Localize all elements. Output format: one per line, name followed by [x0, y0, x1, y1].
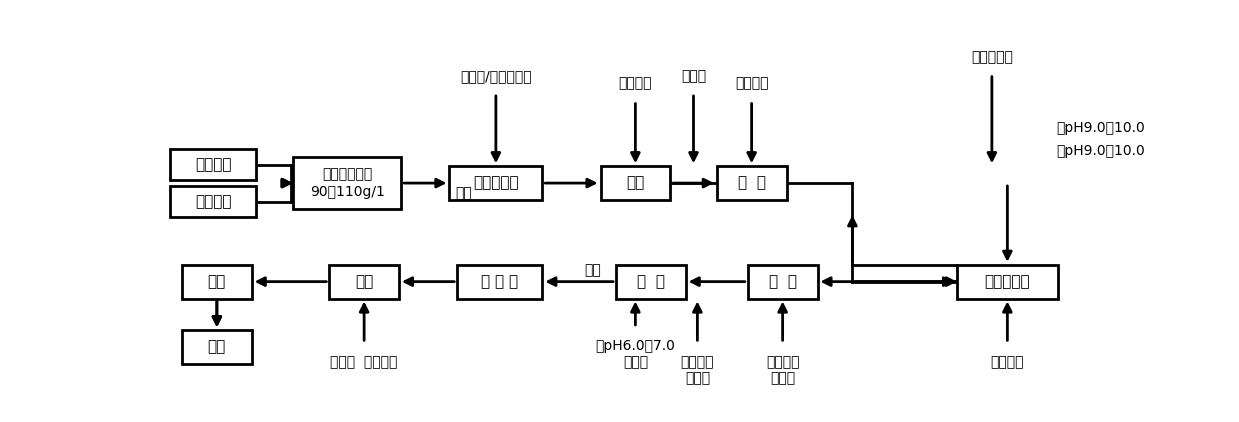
Text: 浓硫酸/无水硫酸钠: 浓硫酸/无水硫酸钠	[460, 69, 532, 83]
Text: 洗涤水  无离子水: 洗涤水 无离子水	[331, 355, 398, 369]
Text: 氧氯化锆: 氧氯化锆	[195, 194, 232, 209]
Bar	[182, 265, 252, 299]
Text: 洗涤水: 洗涤水	[681, 69, 706, 83]
Text: 无离子水: 无离子水	[735, 77, 768, 91]
Text: 碳 酸 锆: 碳 酸 锆	[481, 274, 518, 289]
Text: 料  浆: 料 浆	[737, 176, 766, 191]
Text: 洗  涤: 洗 涤	[768, 274, 797, 289]
Text: 升温: 升温	[455, 186, 472, 200]
Text: 离心: 离心	[208, 274, 225, 289]
Text: 碳酸钠溶液: 碳酸钠溶液	[971, 51, 1012, 65]
Bar	[450, 166, 543, 200]
Text: 酸化: 酸化	[585, 263, 601, 277]
Text: 调pH9.0～10.0: 调pH9.0～10.0	[1056, 144, 1145, 158]
Text: 无离子水
洗涤水: 无离子水 洗涤水	[766, 355, 799, 385]
Text: 洗涤: 洗涤	[626, 176, 644, 191]
Text: 调pH9.0～10.0: 调pH9.0～10.0	[1056, 121, 1145, 135]
Bar	[716, 166, 787, 200]
Text: 包装: 包装	[208, 340, 225, 354]
Bar	[457, 265, 543, 299]
Text: 碱式硫酸锆: 碱式硫酸锆	[473, 176, 519, 191]
Bar	[171, 149, 255, 180]
Text: 料  浆: 料 浆	[637, 274, 665, 289]
Text: 无离子水
洗涤水: 无离子水 洗涤水	[680, 355, 714, 385]
Text: 洗涤: 洗涤	[356, 274, 373, 289]
Bar	[292, 157, 401, 209]
Text: 无离子水: 无离子水	[991, 355, 1025, 369]
Bar	[330, 265, 399, 299]
Text: 氧氯化锆溶液
90～110g/1: 氧氯化锆溶液 90～110g/1	[310, 168, 384, 199]
Bar	[748, 265, 818, 299]
Bar	[182, 330, 252, 364]
Text: 无离子水: 无离子水	[195, 157, 232, 172]
Text: 调pH6.0～7.0
稀盐酸: 调pH6.0～7.0 稀盐酸	[596, 339, 675, 370]
Text: 碳酸锆粗品: 碳酸锆粗品	[985, 274, 1030, 289]
Bar	[616, 265, 685, 299]
Text: 无离子水: 无离子水	[618, 77, 652, 91]
Bar	[957, 265, 1058, 299]
Bar	[171, 186, 255, 217]
Bar	[601, 166, 670, 200]
